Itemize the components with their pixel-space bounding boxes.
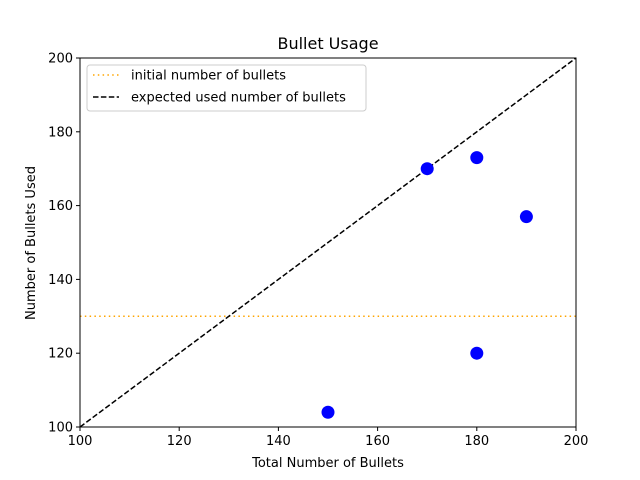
plot-frame <box>79 57 577 428</box>
x-tick-label: 120 <box>167 434 192 449</box>
x-tick-label: 100 <box>68 434 93 449</box>
x-axis-label: Total Number of Bullets <box>251 456 404 471</box>
legend-box <box>86 64 367 112</box>
legend-label: expected used number of bullets <box>131 91 346 106</box>
y-tick-label: 160 <box>48 199 73 214</box>
data-point <box>321 405 335 419</box>
data-point <box>420 162 434 176</box>
y-tick-label: 200 <box>48 52 73 67</box>
x-tick-label: 140 <box>266 434 291 449</box>
x-tick-label: 180 <box>464 434 489 449</box>
legend-label: initial number of bullets <box>131 69 286 84</box>
y-tick-label: 100 <box>48 421 73 436</box>
data-point <box>470 346 484 360</box>
y-tick-label: 180 <box>48 125 73 140</box>
y-axis-label: Number of Bullets Used <box>24 166 39 320</box>
x-tick-label: 160 <box>365 434 390 449</box>
x-tick-label: 200 <box>564 434 589 449</box>
y-tick-label: 140 <box>48 273 73 288</box>
data-point <box>470 151 484 165</box>
y-tick-label: 120 <box>48 347 73 362</box>
data-point <box>519 210 533 224</box>
chart-title: Bullet Usage <box>277 34 378 53</box>
expected-used-line <box>80 58 576 427</box>
